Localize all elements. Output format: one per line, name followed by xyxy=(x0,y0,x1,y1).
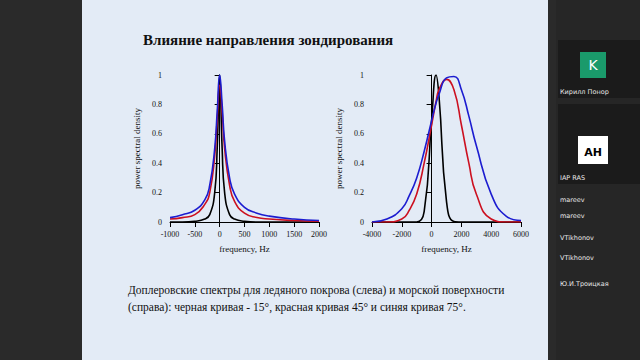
svg-text:-4000: -4000 xyxy=(363,230,382,239)
svg-text:0.8: 0.8 xyxy=(354,100,364,109)
svg-text:0: 0 xyxy=(218,230,222,239)
svg-text:1500: 1500 xyxy=(286,230,302,239)
svg-text:-1000: -1000 xyxy=(161,230,180,239)
svg-text:power spectral density: power spectral density xyxy=(334,108,344,189)
svg-text:500: 500 xyxy=(239,230,251,239)
svg-text:2000: 2000 xyxy=(311,230,327,239)
svg-text:6000: 6000 xyxy=(513,230,529,239)
svg-text:0.4: 0.4 xyxy=(354,159,364,168)
svg-text:0: 0 xyxy=(430,230,434,239)
svg-text:0: 0 xyxy=(158,218,162,227)
svg-text:0.4: 0.4 xyxy=(152,159,162,168)
svg-text:-500: -500 xyxy=(187,230,202,239)
html-text:K: K xyxy=(588,57,598,73)
svg-text:0: 0 xyxy=(360,218,364,227)
svg-text:frequency, Hz: frequency, Hz xyxy=(219,244,269,254)
svg-text:0.6: 0.6 xyxy=(354,129,364,138)
html-text:mareev: mareev xyxy=(560,212,585,220)
svg-text:-2000: -2000 xyxy=(392,230,411,239)
html-text:VTikhonov: VTikhonov xyxy=(560,254,594,262)
html-text:mareev: mareev xyxy=(560,196,585,204)
svg-text:0.8: 0.8 xyxy=(152,100,162,109)
html-text:Ю.И.Троицкая: Ю.И.Троицкая xyxy=(560,280,609,288)
html-text:VTikhonov: VTikhonov xyxy=(560,234,594,242)
html-text:АН: АН xyxy=(584,146,602,159)
svg-text:0.6: 0.6 xyxy=(152,129,162,138)
svg-text:0.2: 0.2 xyxy=(354,188,364,197)
svg-text:4000: 4000 xyxy=(483,230,499,239)
svg-text:power spectral density: power spectral density xyxy=(132,108,142,189)
svg-text:2000: 2000 xyxy=(453,230,469,239)
svg-text:0.2: 0.2 xyxy=(152,188,162,197)
svg-text:frequency, Hz: frequency, Hz xyxy=(421,244,471,254)
html-text:IAP RAS: IAP RAS xyxy=(560,174,586,182)
svg-text:1: 1 xyxy=(158,71,162,80)
html-text:Влияние направления зондирован: Влияние направления зондирования xyxy=(143,32,394,48)
html-text:(справа): черная кривая - 15°,: (справа): черная кривая - 15°, красная к… xyxy=(128,301,466,313)
html-text:Доплеровские спектры для ледян: Доплеровские спектры для ледяного покров… xyxy=(128,284,505,296)
html-text:Кирилл Понор: Кирилл Понор xyxy=(560,88,609,96)
svg-text:1000: 1000 xyxy=(261,230,277,239)
svg-text:1: 1 xyxy=(360,71,364,80)
